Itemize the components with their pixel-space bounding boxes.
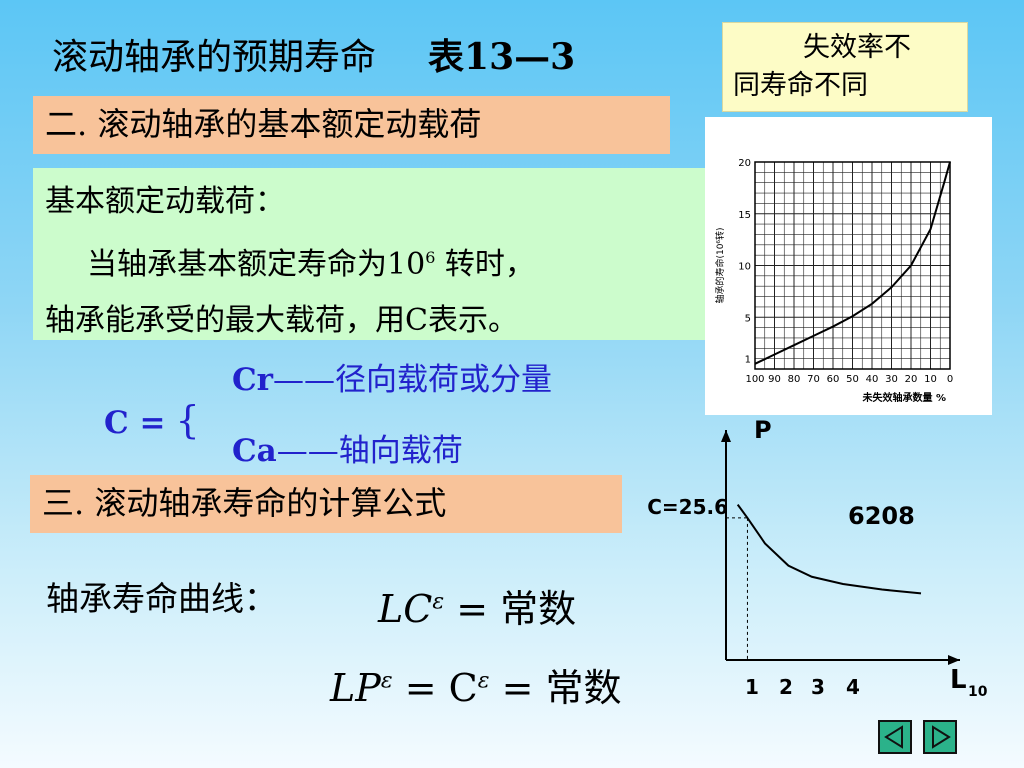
life-curve-label: 轴承寿命曲线： bbox=[46, 579, 277, 618]
section-2-heading: 二. 滚动轴承的基本额定动载荷 bbox=[33, 96, 670, 154]
definition-box: 基本额定动载荷： 当轴承基本额定寿命为106 转时， 轴承能承受的最大载荷，用C… bbox=[33, 168, 705, 340]
x-axis-label: 未失效轴承数量 % bbox=[861, 391, 946, 404]
y-tick-label: 1 bbox=[745, 355, 751, 366]
x-tick-label: 90 bbox=[768, 374, 781, 385]
formula-lc-rhs: = 常数 bbox=[444, 587, 577, 631]
y-tick-label: 20 bbox=[738, 158, 751, 169]
formula-lp-rhs: = 常数 bbox=[489, 666, 622, 710]
c-value-annotation: C=25.6 bbox=[647, 495, 728, 519]
x-tick-label: 80 bbox=[788, 374, 801, 385]
formula-lc-exp: ε bbox=[432, 589, 445, 615]
x-tick-label: 1 bbox=[745, 675, 759, 699]
ca-symbol: Ca bbox=[232, 433, 277, 469]
x-tick-label: 40 bbox=[866, 374, 879, 385]
plot-frame bbox=[754, 161, 951, 370]
formula-lc-lhs: LC bbox=[378, 587, 433, 631]
triangle-right-icon bbox=[932, 725, 951, 749]
note-line-1: 失效率不 bbox=[803, 32, 911, 63]
x-tick-label: 100 bbox=[745, 374, 764, 385]
definition-exponent: 6 bbox=[425, 248, 436, 267]
x-tick-label: 0 bbox=[947, 374, 953, 385]
ca-definition: Ca——轴向载荷 bbox=[232, 425, 463, 470]
formula-lp-mid: = C bbox=[392, 666, 478, 710]
cr-symbol: Cr bbox=[232, 362, 274, 398]
x-tick-label: 3 bbox=[811, 675, 825, 699]
x-tick-label: 50 bbox=[846, 374, 859, 385]
x-axis-label-subscript: 10 bbox=[968, 684, 988, 700]
x-tick-label: 30 bbox=[885, 374, 898, 385]
load-life-chart: P L 10 C=25.6 6208 1 2 3 4 bbox=[647, 418, 988, 700]
cr-text: 径向载荷或分量 bbox=[335, 362, 553, 398]
table-reference: 表13—3 bbox=[428, 36, 576, 78]
cr-definition: Cr——径向载荷或分量 bbox=[232, 354, 552, 399]
triangle-left-icon bbox=[884, 725, 903, 749]
load-life-curve bbox=[736, 504, 922, 595]
ca-dash: —— bbox=[276, 433, 339, 469]
x-tick-label: 10 bbox=[924, 374, 937, 385]
y-tick-label: 15 bbox=[738, 210, 751, 221]
definition-line-2-tail: 转时， bbox=[435, 247, 535, 282]
reliability-chart-panel: 100 90 80 70 60 50 40 30 20 10 0 1 5 10 15 20 未失效轴承数量 % 轴… bbox=[705, 117, 992, 415]
y-tick-label: 10 bbox=[738, 262, 751, 273]
c-equals-text: C = bbox=[104, 405, 166, 441]
cr-dash: —— bbox=[273, 362, 336, 398]
formula-lp-exp: ε bbox=[380, 668, 393, 694]
x-tick-label: 20 bbox=[905, 374, 918, 385]
note-box: 失效率不 同寿命不同 bbox=[722, 22, 968, 112]
definition-line-2: 当轴承基本额定寿命为106 转时， bbox=[45, 230, 693, 293]
definition-line-2-text: 当轴承基本额定寿命为10 bbox=[87, 247, 426, 282]
x-tick-label: 2 bbox=[779, 675, 793, 699]
bearing-model-label: 6208 bbox=[848, 502, 915, 530]
c-equals: C ={ bbox=[104, 398, 200, 442]
formula-lp-exp2: ε bbox=[477, 668, 490, 694]
next-slide-button[interactable] bbox=[923, 720, 957, 754]
definition-line-3: 轴承能承受的最大载荷，用C表示。 bbox=[45, 303, 518, 338]
y-axis-arrow bbox=[721, 430, 731, 442]
x-axis-arrow bbox=[948, 655, 960, 665]
y-axis-label: P bbox=[754, 418, 772, 444]
c-brace: { bbox=[175, 398, 200, 442]
life-curve-line bbox=[754, 161, 951, 365]
title-main: 滚动轴承的预期寿命 bbox=[52, 37, 377, 78]
formula-lp: LPε = Cε = 常数 bbox=[330, 657, 622, 712]
formula-lp-lhs: LP bbox=[330, 666, 381, 710]
slide-title: 滚动轴承的预期寿命 表13—3 bbox=[52, 28, 575, 80]
x-tick-label: 4 bbox=[846, 675, 860, 699]
x-tick-label: 70 bbox=[807, 374, 820, 385]
previous-slide-button[interactable] bbox=[878, 720, 912, 754]
definition-label: 基本额定动载荷： bbox=[45, 184, 285, 219]
y-axis-label: 轴承的寿命(10⁶转) bbox=[714, 227, 726, 303]
formula-lc: LCε = 常数 bbox=[378, 578, 576, 633]
ca-text: 轴向载荷 bbox=[338, 433, 463, 469]
section-3-heading: 三. 滚动轴承寿命的计算公式 bbox=[30, 475, 622, 533]
y-tick-label: 5 bbox=[745, 313, 751, 324]
note-line-2: 同寿命不同 bbox=[733, 70, 868, 101]
x-tick-label: 60 bbox=[827, 374, 840, 385]
x-axis-label: L bbox=[950, 665, 967, 695]
